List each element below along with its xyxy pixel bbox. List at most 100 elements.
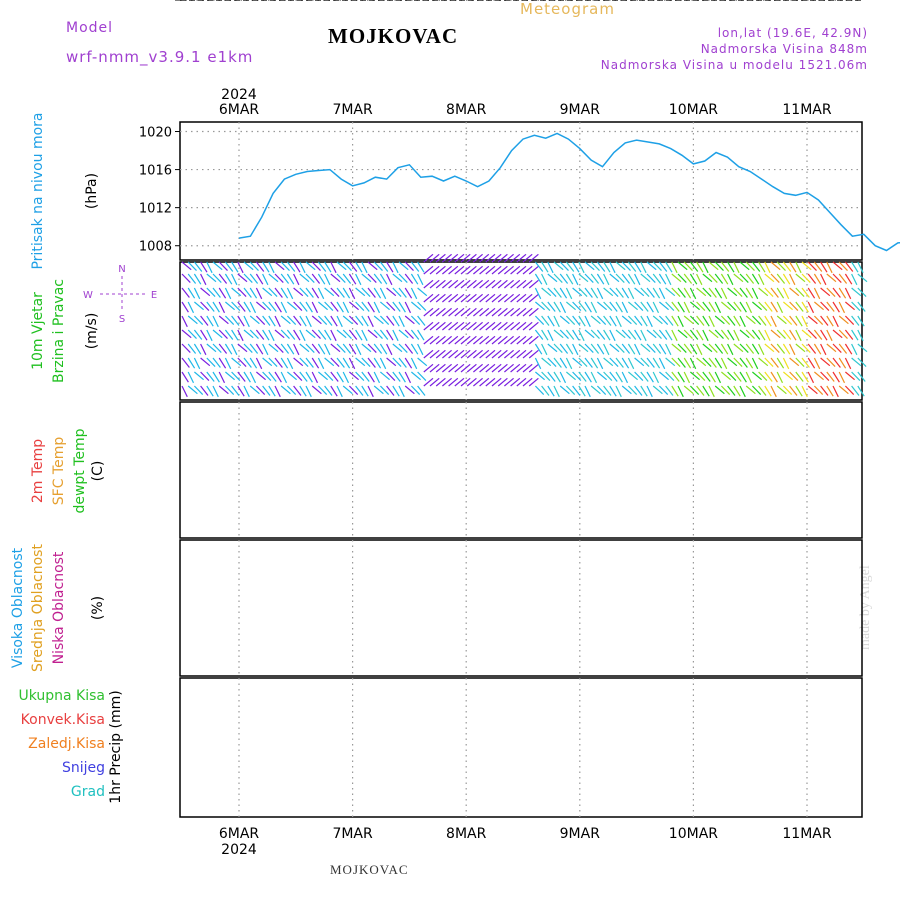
precip-legend-item: Snijeg	[62, 760, 105, 776]
wind-barb	[379, 261, 389, 272]
wind-barb	[572, 273, 579, 286]
wind-barb	[553, 261, 564, 271]
wind-barb	[193, 287, 201, 300]
wind-barb	[206, 315, 214, 327]
wind-barb	[448, 279, 459, 289]
wind-barb	[578, 315, 586, 327]
wind-barb	[355, 371, 365, 382]
wind-barb	[720, 385, 731, 396]
wind-barb	[311, 261, 321, 272]
wind-barb	[287, 371, 297, 381]
wind-barb	[497, 363, 508, 373]
wind-barb	[231, 329, 239, 341]
wind-barb	[355, 301, 365, 312]
wind-barb	[813, 357, 821, 370]
wind-barb	[410, 261, 420, 272]
wind-barb	[838, 287, 847, 299]
top-date-label: 9MAR	[560, 102, 601, 118]
wind-barb	[646, 371, 654, 383]
temp-ylabel-sfc: SFC Temp	[51, 437, 67, 506]
wind-barb	[751, 343, 760, 355]
y-tick-label-pressure: 1016	[139, 164, 172, 179]
lonlat-label: lon,lat (19.6E, 42.9N)	[717, 26, 868, 40]
wind-barb	[386, 273, 393, 286]
wind-barb	[392, 385, 400, 397]
wind-barb	[262, 315, 271, 326]
wind-barb	[615, 261, 626, 271]
wind-barb	[206, 343, 217, 353]
wind-barb	[776, 261, 786, 272]
wind-barb	[181, 315, 188, 328]
wind-barb	[789, 371, 799, 382]
wind-barb	[671, 357, 681, 368]
wind-barb	[578, 287, 588, 298]
wind-barb	[826, 301, 835, 312]
wind-barb	[243, 343, 253, 354]
wind-barb	[565, 329, 575, 340]
wind-barb	[609, 301, 618, 312]
wind-barb	[336, 357, 345, 368]
wind-barb	[491, 321, 502, 331]
wind-barb	[404, 301, 412, 314]
wind-barb	[286, 261, 296, 272]
wind-barb	[801, 385, 808, 398]
wind-barb	[274, 329, 285, 339]
wind-barb	[373, 315, 384, 325]
wind-barb	[671, 315, 679, 327]
wind-barb	[200, 329, 208, 341]
wind-barb	[355, 273, 362, 286]
wind-ylabel-2: Brzina i Pravac	[51, 279, 67, 383]
wind-barb	[534, 261, 544, 272]
wind-barb	[820, 371, 830, 382]
wind-barb	[262, 273, 269, 286]
y-tick-label-cloud: 25	[155, 0, 172, 4]
wind-barb	[838, 261, 848, 272]
wind-barb	[652, 287, 661, 299]
wind-barb	[342, 329, 352, 340]
wind-barb	[448, 293, 459, 303]
wind-barb	[851, 385, 860, 396]
wind-barb	[218, 315, 229, 325]
wind-barb	[454, 265, 465, 275]
wind-barb	[770, 273, 780, 284]
wind-barb	[398, 343, 408, 354]
wind-barb	[473, 265, 483, 275]
wind-barb	[386, 301, 396, 312]
wind-barb	[714, 315, 725, 325]
wind-barb	[355, 287, 366, 297]
wind-barb	[826, 357, 836, 368]
wind-barb	[832, 343, 842, 354]
wind-barb	[677, 357, 686, 368]
wind-barb	[683, 273, 693, 284]
wind-barb	[336, 329, 347, 339]
wind-barb	[534, 357, 542, 370]
wind-barb	[677, 273, 687, 284]
wind-barb	[448, 253, 459, 263]
temp-unit: (C)	[90, 461, 106, 482]
wind-barb	[311, 273, 321, 284]
wind-barb	[770, 315, 777, 328]
wind-barb	[311, 287, 320, 299]
wind-barb	[609, 329, 616, 342]
wind-barb	[690, 371, 700, 381]
wind-barb	[435, 307, 446, 317]
wind-barb	[727, 287, 738, 297]
wind-barb	[857, 385, 865, 397]
wind-barb	[590, 357, 599, 369]
wind-barb	[609, 371, 618, 382]
wind-barb	[510, 279, 521, 289]
wind-barb	[286, 315, 297, 326]
wind-barb	[621, 315, 632, 325]
wind-barb	[268, 357, 278, 368]
wind-barb	[640, 385, 648, 397]
wind-barb	[696, 329, 704, 341]
wind-barb	[770, 385, 777, 398]
wind-barb	[249, 343, 259, 354]
wind-barb	[807, 287, 816, 299]
wind-barb	[268, 287, 278, 298]
wind-barb	[776, 385, 787, 395]
wind-barb	[231, 315, 240, 326]
wind-barb	[305, 371, 313, 383]
y-tick-label-temperature: -3	[159, 0, 172, 4]
wind-barb	[231, 357, 242, 367]
